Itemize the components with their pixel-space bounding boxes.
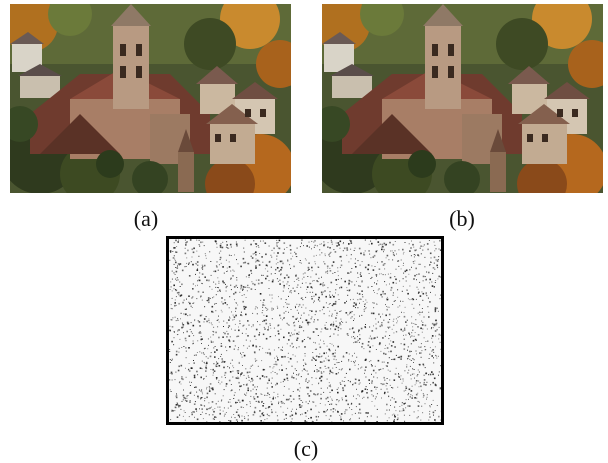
village-church-image (322, 4, 603, 193)
panel-c-noise (166, 236, 444, 425)
noise-pattern-image (169, 239, 441, 422)
caption-c: (c) (293, 436, 319, 461)
panel-b-photo (322, 4, 603, 193)
caption-b: (b) (449, 206, 475, 231)
village-church-image (10, 4, 291, 193)
panel-a-photo (10, 4, 291, 193)
caption-a: (a) (133, 206, 159, 231)
